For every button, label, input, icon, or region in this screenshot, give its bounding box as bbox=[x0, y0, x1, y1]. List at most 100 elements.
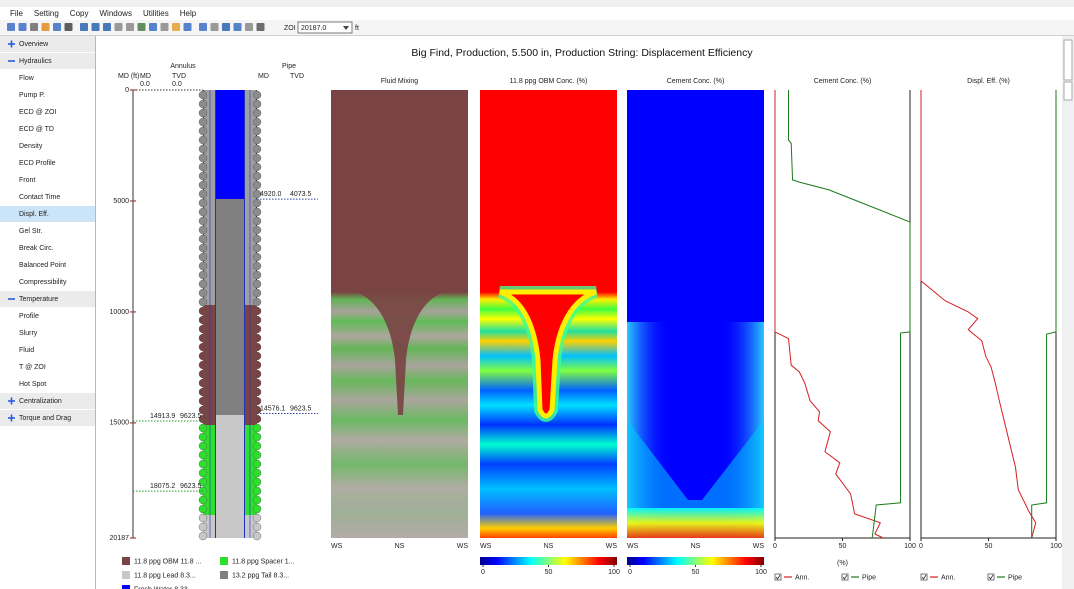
menu-item[interactable]: Setting bbox=[34, 9, 59, 18]
toolbar-button[interactable] bbox=[149, 23, 157, 31]
toolbar-button[interactable] bbox=[137, 23, 146, 31]
toolbar-button[interactable] bbox=[7, 23, 15, 31]
x-tick-label: 0 bbox=[773, 543, 777, 550]
legend-checkbox[interactable] bbox=[774, 573, 782, 581]
nav-item[interactable]: ECD @ ZOI bbox=[19, 109, 56, 116]
scallop bbox=[198, 171, 208, 181]
toolbar-button[interactable] bbox=[210, 23, 219, 31]
nav-item[interactable]: Break Circ. bbox=[19, 245, 54, 252]
toolbar-button[interactable] bbox=[183, 23, 192, 31]
depth-tick-label: 15000 bbox=[110, 420, 130, 427]
scallop bbox=[252, 531, 262, 541]
dropdown-arrow[interactable] bbox=[343, 26, 349, 30]
group-label[interactable]: Temperature bbox=[19, 296, 58, 303]
nav-item[interactable]: Profile bbox=[19, 313, 39, 320]
scallop bbox=[198, 441, 208, 451]
colorbar-tick-label: 0 bbox=[481, 569, 485, 576]
nav-item[interactable]: Fluid bbox=[19, 347, 34, 354]
side-tab[interactable] bbox=[1063, 39, 1073, 81]
nav-item[interactable]: Displ. Eff. bbox=[19, 211, 49, 218]
scallop bbox=[198, 216, 208, 226]
toolbar-button[interactable] bbox=[64, 23, 73, 31]
curve bbox=[920, 90, 1037, 539]
toolbar-button[interactable] bbox=[18, 23, 27, 31]
legend-checkbox[interactable] bbox=[920, 573, 928, 581]
scallop bbox=[252, 504, 262, 514]
group-label[interactable]: Torque and Drag bbox=[19, 415, 71, 422]
panel-x-label: NS bbox=[691, 543, 701, 550]
toolbar-button[interactable] bbox=[222, 23, 230, 31]
colorbar-tick-label: 0 bbox=[628, 569, 632, 576]
scallop bbox=[198, 207, 208, 217]
scallop bbox=[252, 432, 262, 442]
scallop bbox=[252, 396, 262, 406]
toolbar-button[interactable] bbox=[172, 23, 180, 31]
zoi-value[interactable]: 20187.0 bbox=[301, 25, 326, 32]
toolbar-button[interactable] bbox=[103, 23, 111, 31]
nav-item[interactable]: Front bbox=[19, 177, 35, 184]
toolbar-button[interactable] bbox=[245, 23, 253, 31]
menu-item[interactable]: Windows bbox=[99, 9, 131, 18]
toolbar-button[interactable] bbox=[126, 23, 134, 31]
toolbar-button[interactable] bbox=[41, 23, 50, 31]
scallop bbox=[198, 279, 208, 289]
colorbar-tick-label: 100 bbox=[608, 569, 620, 576]
nav-item[interactable]: Flow bbox=[19, 75, 35, 82]
toolbar-button[interactable] bbox=[233, 23, 242, 31]
wellbore bbox=[133, 89, 257, 538]
toolbar-button[interactable] bbox=[91, 23, 100, 31]
legend-check bbox=[921, 574, 927, 580]
fluid-label: Fresh Water 8.33 bbox=[134, 586, 188, 589]
zoi-box[interactable] bbox=[297, 21, 353, 34]
group-row[interactable] bbox=[0, 410, 95, 426]
nav-item[interactable]: Contact Time bbox=[19, 194, 60, 201]
menu-item[interactable]: Copy bbox=[70, 9, 89, 18]
toolbar-button[interactable] bbox=[114, 23, 123, 31]
fluid-swatch bbox=[220, 571, 228, 579]
cement-conc-map bbox=[627, 90, 764, 538]
nav-item[interactable]: Gel Str. bbox=[19, 228, 42, 235]
group-label[interactable]: Centralization bbox=[19, 398, 62, 405]
nav-item[interactable]: ECD Profile bbox=[19, 160, 56, 167]
toolbar-button[interactable] bbox=[256, 23, 265, 31]
side-tab[interactable] bbox=[1063, 81, 1073, 101]
menu-item[interactable]: Utilities bbox=[143, 9, 169, 18]
menu-item[interactable]: Help bbox=[180, 9, 197, 18]
group-row[interactable] bbox=[0, 291, 95, 307]
panel-x-label: WS bbox=[606, 543, 618, 550]
scallop bbox=[198, 531, 208, 541]
legend-checkbox[interactable] bbox=[841, 573, 849, 581]
toolbar-button[interactable] bbox=[80, 23, 88, 31]
scallop bbox=[252, 441, 262, 451]
nav-item[interactable]: T @ ZOI bbox=[19, 364, 46, 371]
scallop bbox=[198, 252, 208, 262]
nav-item[interactable]: Balanced Point bbox=[19, 262, 66, 269]
nav-item[interactable]: Slurry bbox=[19, 330, 38, 337]
scallop bbox=[198, 495, 208, 505]
fluid-label: 13.2 ppg Tail 8.3... bbox=[232, 572, 289, 579]
toolbar-button[interactable] bbox=[30, 23, 38, 31]
scallop bbox=[252, 225, 262, 235]
group-label[interactable]: Hydraulics bbox=[19, 58, 52, 65]
group-label[interactable]: Overview bbox=[19, 41, 49, 48]
group-row[interactable] bbox=[0, 53, 95, 69]
scallop bbox=[252, 414, 262, 424]
nav-item[interactable]: Density bbox=[19, 143, 43, 150]
top-depth: 0.0 bbox=[140, 81, 150, 88]
menu-item[interactable]: File bbox=[10, 9, 23, 18]
scallop bbox=[252, 522, 262, 532]
toolbar-button[interactable] bbox=[53, 23, 61, 31]
scallop bbox=[198, 522, 208, 532]
toolbar-button[interactable] bbox=[199, 23, 207, 31]
nav-item[interactable]: Compressibility bbox=[19, 279, 67, 286]
nav-item[interactable]: Hot Spot bbox=[19, 381, 46, 388]
legend-checkbox[interactable] bbox=[987, 573, 995, 581]
group-row[interactable] bbox=[0, 36, 95, 52]
toolbar-button[interactable] bbox=[160, 23, 169, 31]
nav-item[interactable]: Pump P. bbox=[19, 92, 45, 99]
pipe-label: Pipe bbox=[282, 63, 296, 70]
nav-item[interactable]: ECD @ TD bbox=[19, 126, 54, 133]
depth-tick-label: 10000 bbox=[110, 309, 130, 316]
group-row[interactable] bbox=[0, 393, 95, 409]
